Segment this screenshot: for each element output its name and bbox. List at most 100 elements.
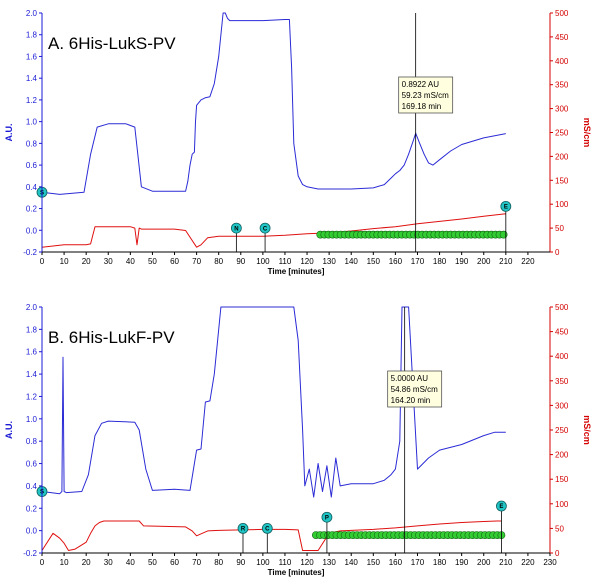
y-left-tick-label: 0.4: [26, 183, 38, 192]
x-axis-label: Time [minutes]: [268, 267, 325, 276]
y-left-tick-label: 0.2: [26, 205, 38, 214]
x-tick-label: 130: [322, 257, 336, 266]
x-tick-label: 200: [477, 257, 491, 266]
x-tick-label: 0: [40, 257, 45, 266]
y-right-tick-label: 200: [555, 152, 569, 161]
x-tick-label: 100: [256, 558, 270, 567]
x-tick-label: 170: [411, 558, 425, 567]
y-left-tick-label: 1.4: [26, 370, 38, 379]
x-tick-label: 40: [126, 558, 135, 567]
y-right-tick-label: 450: [555, 33, 569, 42]
readout-conductivity: 59.23 mS/cm: [402, 91, 449, 100]
y-right-tick-label: 350: [555, 377, 569, 386]
y-right-tick-label: 250: [555, 129, 569, 138]
y-left-tick-label: -0.2: [23, 248, 37, 257]
y-right-tick-label: 400: [555, 352, 569, 361]
x-tick-label: 150: [367, 558, 381, 567]
readout-absorbance: 5.0000 AU: [391, 374, 429, 383]
y-right-tick-label: 300: [555, 105, 569, 114]
x-tick-label: 220: [521, 558, 535, 567]
readout-conductivity: 54.86 mS/cm: [391, 385, 438, 394]
y-axis-right-label: mS/cm: [582, 415, 592, 445]
x-tick-label: 140: [345, 558, 359, 567]
x-tick-label: 210: [499, 558, 513, 567]
x-tick-label: 50: [148, 558, 157, 567]
x-tick-label: 130: [322, 558, 336, 567]
y-right-tick-label: 50: [555, 524, 564, 533]
event-marker: [321, 511, 333, 523]
event-marker: [259, 222, 271, 234]
y-left-tick-label: 1.2: [26, 96, 38, 105]
x-tick-label: 90: [236, 257, 245, 266]
x-tick-label: 140: [345, 257, 359, 266]
event-marker-label: C: [265, 527, 270, 533]
chart-panel-b: SRCPE 0102030405060708090100110120130140…: [4, 303, 592, 577]
y-right-tick-label: 150: [555, 176, 569, 185]
y-left-tick-label: 1.8: [26, 31, 38, 40]
x-tick-label: 60: [170, 257, 179, 266]
y-right-tick-label: 500: [555, 303, 569, 312]
x-tick-label: 70: [192, 257, 201, 266]
y-right-tick-label: 250: [555, 426, 569, 435]
x-tick-label: 180: [433, 558, 447, 567]
y-right-tick-label: 100: [555, 500, 569, 509]
x-tick-label: 110: [279, 558, 292, 567]
x-tick-label: 220: [521, 257, 535, 266]
event-marker: [261, 523, 273, 534]
y-right-tick-label: 500: [555, 9, 569, 18]
event-marker-label: P: [325, 515, 329, 521]
x-tick-label: 120: [300, 257, 314, 266]
y-left-tick-label: 1.6: [26, 52, 38, 61]
y-right-tick-label: 50: [555, 224, 564, 233]
x-tick-label: 10: [60, 558, 69, 567]
x-tick-label: 110: [279, 257, 292, 266]
event-marker: [500, 200, 512, 212]
x-tick-label: 40: [126, 257, 135, 266]
y-left-tick-label: 2.0: [26, 9, 38, 18]
y-right-tick-label: 400: [555, 57, 569, 66]
x-tick-label: 90: [236, 558, 245, 567]
y-right-tick-label: 100: [555, 200, 569, 209]
readout-absorbance: 0.8922 AU: [402, 80, 440, 89]
y-left-tick-label: 0.8: [26, 437, 38, 446]
event-marker-label: E: [504, 205, 508, 211]
x-tick-label: 180: [433, 257, 447, 266]
x-tick-label: 0: [40, 558, 45, 567]
x-tick-label: 170: [411, 257, 425, 266]
x-tick-label: 100: [256, 257, 270, 266]
x-tick-label: 210: [499, 257, 513, 266]
y-right-tick-label: 300: [555, 401, 569, 410]
conductivity-trace: [41, 520, 502, 551]
y-right-tick-label: 200: [555, 451, 569, 460]
y-left-tick-label: 2.0: [26, 303, 38, 312]
readout-time: 164.20 min: [391, 396, 431, 405]
event-marker-label: N: [234, 226, 238, 232]
x-tick-label: 190: [455, 257, 469, 266]
conductivity-trace: [41, 213, 506, 248]
absorbance-trace: [41, 12, 506, 195]
y-left-tick-label: 1.6: [26, 348, 38, 357]
x-tick-label: 20: [82, 558, 91, 567]
y-right-tick-label: 0: [555, 248, 560, 257]
y-axis-left-label: A.U.: [4, 421, 14, 439]
x-tick-label: 50: [148, 257, 157, 266]
y-right-tick-label: 350: [555, 81, 569, 90]
event-marker-label: R: [241, 527, 246, 533]
y-right-tick-label: 0: [555, 549, 560, 558]
event-marker: [230, 222, 242, 234]
chart-title: A. 6His-LukS-PV: [48, 34, 176, 53]
x-tick-label: 30: [104, 558, 113, 567]
x-tick-label: 120: [300, 558, 314, 567]
y-left-tick-label: 0.8: [26, 139, 38, 148]
y-left-tick-label: 1.0: [26, 118, 38, 127]
y-left-tick-label: 1.4: [26, 74, 38, 83]
y-left-tick-label: 0.0: [26, 226, 38, 235]
fraction-marker: [499, 230, 508, 239]
y-left-tick-label: -0.2: [23, 549, 37, 558]
y-left-tick-label: 0.6: [26, 460, 38, 469]
x-tick-label: 10: [60, 257, 69, 266]
chart-title: B. 6His-LukF-PV: [48, 328, 175, 347]
x-tick-label: 190: [455, 558, 469, 567]
event-marker: [237, 523, 249, 534]
